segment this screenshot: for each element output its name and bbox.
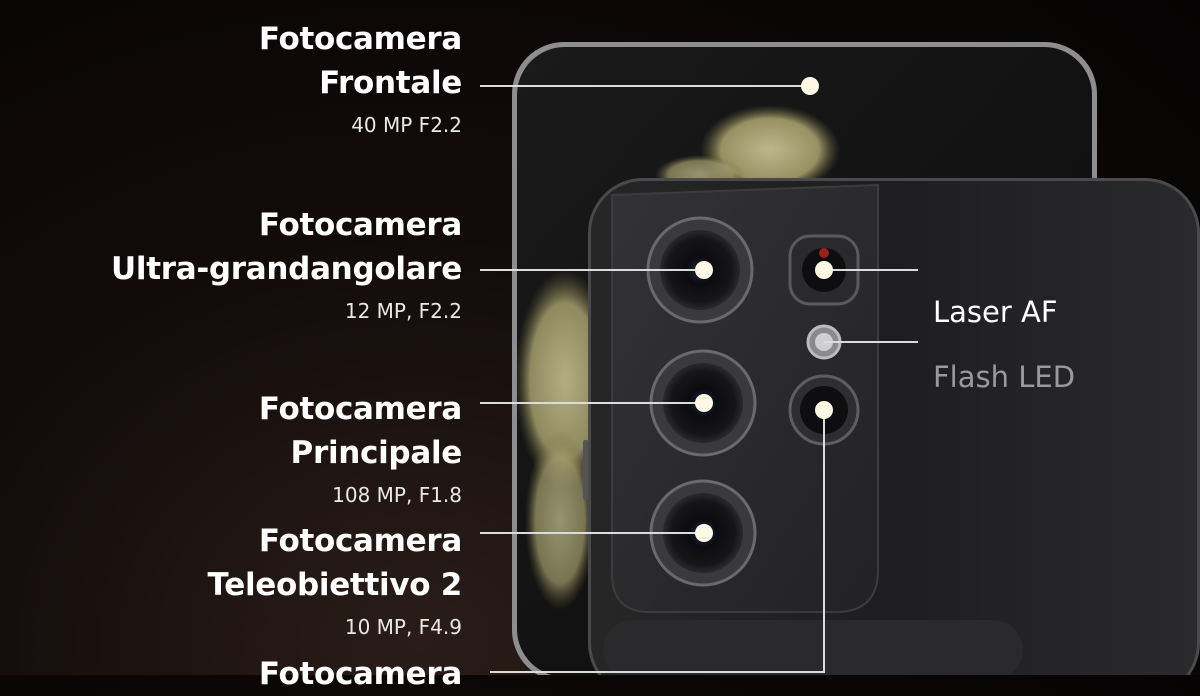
callout-title-line2: Principale <box>290 435 463 471</box>
laser-af-label: Laser AF <box>933 295 1058 329</box>
camera-infographic: Fotocamera Frontale 40 MP F2.2 Fotocamer… <box>111 17 1200 675</box>
marker-main <box>695 394 713 412</box>
marker-laser-af <box>815 261 833 279</box>
callout-spec: 40 MP F2.2 <box>351 113 462 137</box>
callout-spec: 12 MP, F2.2 <box>344 299 462 323</box>
callout-title-line2: Frontale <box>319 65 462 101</box>
marker-periscope <box>815 401 833 419</box>
flash-led-label: Flash LED <box>933 360 1076 394</box>
callout-title-line1: Fotocamera <box>258 391 462 427</box>
back-phone <box>583 178 1200 675</box>
callout-title-line1: Fotocamera <box>258 656 462 692</box>
callout-tele2-camera: Fotocamera Teleobiettivo 2 10 MP, F4.9 <box>207 519 463 641</box>
phone-illustration <box>480 42 1200 675</box>
callout-title-line2: Ultra-grandangolare <box>111 251 462 287</box>
callout-spec: 108 MP, F1.8 <box>332 483 462 507</box>
callout-markers <box>695 77 833 542</box>
callout-title-line1: Fotocamera <box>258 21 462 57</box>
callout-ultrawide-camera: Fotocamera Ultra-grandangolare 12 MP, F2… <box>111 203 462 325</box>
callout-title-line1: Fotocamera <box>258 523 462 559</box>
callout-title-line1: Fotocamera <box>258 207 462 243</box>
leader-lines <box>480 85 918 673</box>
callout-front-camera: Fotocamera Frontale 40 MP F2.2 <box>259 17 462 139</box>
marker-tele2 <box>695 524 713 542</box>
callout-spec: 10 MP, F4.9 <box>344 615 462 639</box>
marker-ultrawide <box>695 261 713 279</box>
callout-title-line2: Teleobiettivo 2 <box>207 567 463 603</box>
callout-cutoff-camera: Fotocamera <box>259 652 462 696</box>
callout-main-camera: Fotocamera Principale 108 MP, F1.8 <box>259 387 462 509</box>
marker-front <box>801 77 819 95</box>
